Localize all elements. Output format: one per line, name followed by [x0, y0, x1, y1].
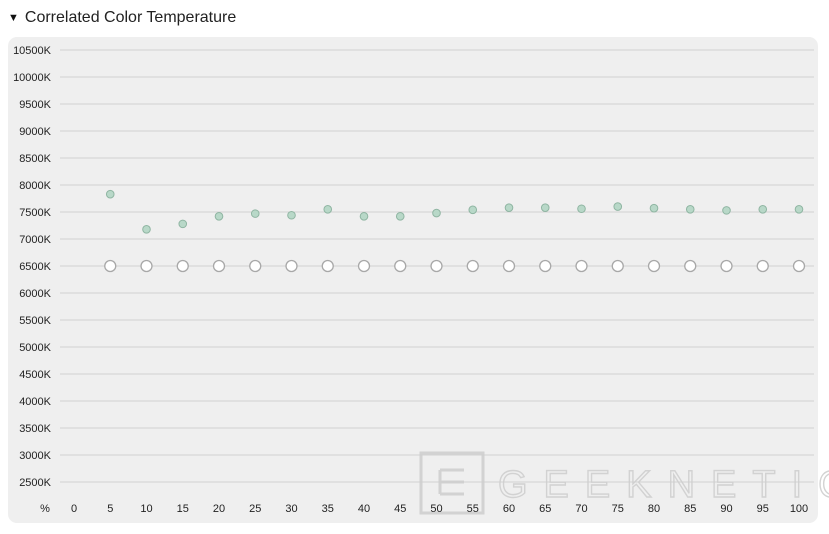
x-tick-label: 70 [575, 503, 587, 515]
x-tick-label: 100 [790, 503, 808, 515]
section-title: Correlated Color Temperature [24, 9, 237, 26]
y-tick-label: 8000K [19, 180, 51, 192]
measured-point [794, 205, 804, 214]
reference-point [140, 259, 153, 273]
x-tick-label: 30 [285, 503, 297, 515]
x-axis-label: % [40, 503, 50, 515]
reference-point [611, 259, 624, 273]
y-tick-label: 2500K [19, 477, 51, 489]
reference-point [575, 259, 588, 273]
reference-point [104, 259, 117, 273]
x-tick-label: 25 [249, 503, 261, 515]
y-axis-labels: 10500K 10000K 9500K 9000K 8500K 8000K 7500K 700… [13, 45, 52, 489]
x-axis-labels: % 0 5 10 15 20 25 30 35 40 45 50 55 60 65 70 75 80 85 90 95 1… [40, 503, 808, 515]
measured-point [105, 189, 115, 199]
data-points [104, 189, 806, 273]
x-tick-label: 80 [648, 503, 660, 515]
measured-point [178, 219, 188, 229]
measured-point [685, 205, 695, 214]
measured-point [432, 208, 441, 218]
x-tick-label: 60 [503, 503, 515, 515]
measured-point [359, 212, 369, 221]
reference-point [285, 259, 298, 273]
y-tick-label: 9500K [19, 99, 51, 111]
y-tick-label: 4000K [19, 396, 51, 408]
measured-point [468, 205, 478, 215]
y-tick-label: 3000K [19, 450, 51, 462]
measured-point [142, 224, 151, 234]
measured-point [214, 212, 224, 221]
chart-panel [8, 37, 818, 523]
measured-point [323, 205, 333, 214]
measured-point [540, 203, 550, 212]
reference-point [792, 259, 806, 273]
reference-point [539, 259, 552, 273]
measured-point [758, 205, 768, 214]
x-tick-label: 90 [720, 503, 732, 515]
measured-point [250, 209, 260, 218]
reference-point [647, 259, 661, 273]
y-tick-label: 7000K [19, 234, 51, 246]
watermark-text: GEEKNETIC [498, 464, 829, 506]
x-tick-label: 0 [71, 503, 77, 515]
reference-point [212, 259, 226, 273]
x-tick-label: 75 [612, 503, 624, 515]
measured-point [395, 212, 405, 221]
reference-point [756, 259, 769, 273]
x-tick-label: 10 [140, 503, 152, 515]
x-tick-label: 55 [467, 503, 479, 515]
measured-point [722, 206, 731, 215]
x-tick-label: 65 [539, 503, 551, 515]
measured-point [287, 210, 296, 220]
geeknetic-watermark: GEEKNETIC [419, 451, 829, 515]
reference-point [394, 259, 407, 273]
x-tick-label: 20 [213, 503, 225, 515]
reference-point [357, 259, 371, 273]
watermark-logo-box [419, 451, 485, 515]
y-tick-label: 9000K [19, 126, 51, 138]
reference-point [430, 259, 443, 273]
measured-point [577, 204, 586, 214]
reference-point [176, 259, 189, 273]
x-tick-label: 45 [394, 503, 406, 515]
y-tick-label: 10500K [13, 45, 52, 57]
x-tick-label: 15 [177, 503, 189, 515]
y-tick-label: 5000K [19, 342, 51, 354]
measured-point [613, 202, 623, 211]
reference-point [249, 259, 262, 273]
y-tick-label: 5500K [19, 315, 51, 327]
y-tick-label: 7500K [19, 207, 51, 219]
watermark-logo-glyph [438, 468, 464, 496]
y-tick-label: 6500K [19, 261, 51, 273]
x-tick-label: 5 [107, 503, 113, 515]
y-tick-label: 8500K [19, 153, 51, 165]
x-tick-label: 35 [322, 503, 334, 515]
x-tick-label: 95 [757, 503, 769, 515]
section-header[interactable]: ▼ Correlated Color Temperature [8, 7, 236, 29]
reference-point [321, 259, 334, 273]
reference-point [684, 259, 697, 273]
x-tick-label: 40 [358, 503, 370, 515]
collapse-caret-icon[interactable]: ▼ [8, 12, 19, 24]
reference-point [502, 259, 516, 273]
reference-point [720, 259, 733, 273]
y-tick-label: 4500K [19, 369, 51, 381]
measured-point [649, 203, 659, 213]
y-tick-label: 6000K [19, 288, 51, 300]
x-tick-label: 50 [430, 503, 442, 515]
reference-point [466, 259, 479, 273]
y-tick-label: 10000K [13, 72, 52, 84]
y-tick-label: 3500K [19, 423, 51, 435]
measured-point [504, 203, 514, 212]
x-tick-label: 85 [684, 503, 696, 515]
